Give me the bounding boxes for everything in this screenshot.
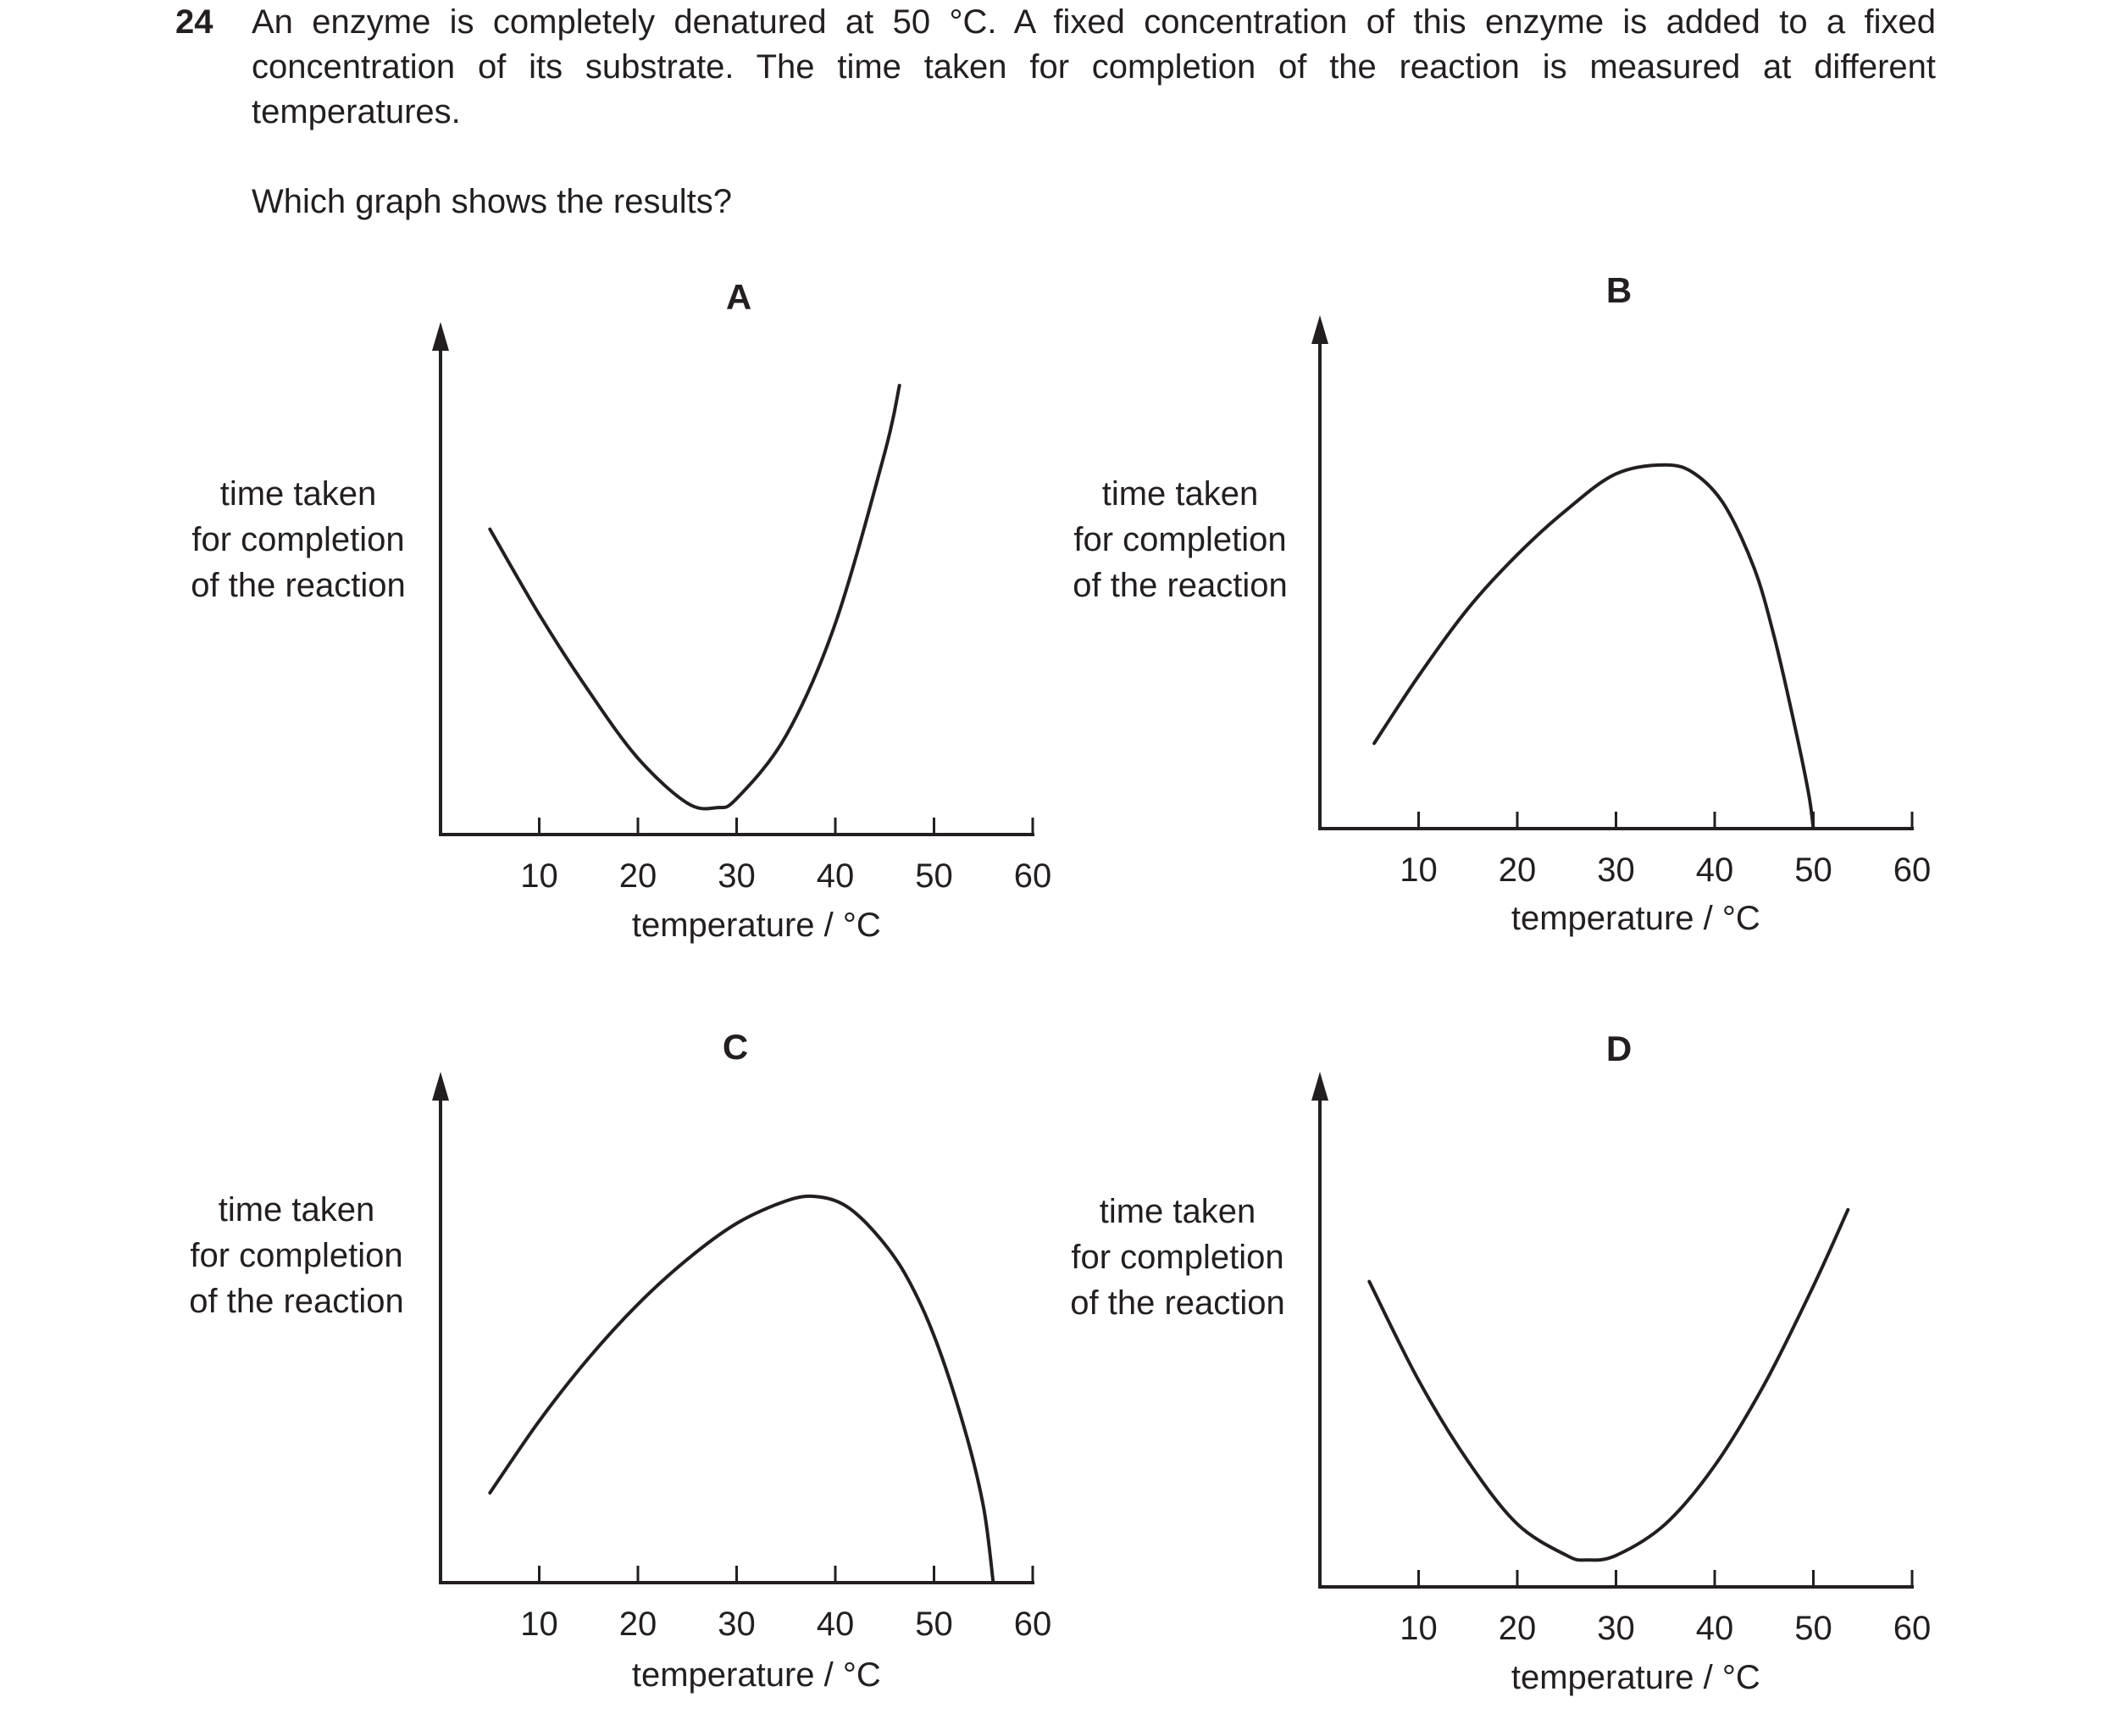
series-line [1372, 463, 1816, 830]
x-tick-label: 50 [915, 857, 953, 895]
chart-title: B [1606, 270, 1632, 310]
x-tick-label: 60 [1014, 1606, 1052, 1643]
x-tick-label: 60 [1014, 857, 1052, 895]
x-tick-label: 60 [1893, 851, 1932, 889]
y-axis-label: time taken for completion of the reaction [1070, 1193, 1285, 1322]
x-axis-label: temperature / °C [1511, 900, 1760, 937]
x-tick-label: 50 [1794, 1610, 1832, 1647]
chart-c: C 10 20 30 40 50 60 temperature / °C time taken f… [189, 1027, 1051, 1694]
series-line [488, 384, 901, 811]
y-axis-label: time taken for completion of the reaction [189, 1191, 404, 1320]
x-tick-label: 30 [718, 857, 756, 895]
x-tick-label: 40 [1696, 1610, 1734, 1647]
x-axis-label: temperature / °C [632, 1656, 881, 1694]
x-tick-label: 20 [619, 1606, 657, 1643]
y-axis-arrow [1311, 1072, 1328, 1101]
y-axis-arrow [432, 1072, 449, 1101]
x-tick-label: 40 [817, 857, 855, 895]
x-tick-label: 20 [1499, 1610, 1537, 1647]
series-line [488, 1194, 995, 1584]
x-tick-label: 10 [1400, 1610, 1438, 1647]
x-tick-label: 10 [520, 1606, 558, 1643]
x-tick-label: 30 [1597, 851, 1635, 889]
chart-b: B 10 20 30 40 50 60 temperature / °C time taken f… [1073, 270, 1931, 937]
chart-d: D 10 20 30 40 50 60 temperature / °C time taken f… [1070, 1029, 1931, 1696]
y-axis-label: time taken for completion of the reaction [191, 475, 406, 604]
y-axis-arrow [1311, 315, 1328, 344]
x-tick-label: 10 [1400, 851, 1438, 889]
x-tick-label: 10 [520, 857, 558, 895]
chart-a: A 10 20 30 40 50 60 temperature / °C time taken f… [191, 277, 1051, 944]
x-tick-label: 30 [1597, 1610, 1635, 1647]
x-tick-label: 20 [619, 857, 657, 895]
x-tick-label: 60 [1893, 1610, 1932, 1647]
series-line [1367, 1207, 1850, 1562]
y-axis-label: time taken for completion of the reaction [1073, 475, 1288, 604]
x-tick-label: 50 [915, 1606, 953, 1643]
question-number: 24 [175, 3, 213, 41]
x-tick-label: 40 [1696, 851, 1734, 889]
x-tick-label: 50 [1794, 851, 1832, 889]
x-tick-label: 30 [718, 1606, 756, 1643]
x-tick-label: 40 [817, 1606, 855, 1643]
y-axis-arrow [432, 322, 449, 351]
chart-title: A [726, 277, 751, 317]
question-text: An enzyme is completely denatured at 50 … [252, 3, 1936, 130]
chart-title: C [723, 1027, 748, 1067]
x-tick-label: 20 [1499, 851, 1537, 889]
chart-title: D [1606, 1029, 1632, 1068]
x-axis-label: temperature / °C [1511, 1659, 1760, 1696]
x-axis-label: temperature / °C [632, 907, 881, 944]
question-prompt: Which graph shows the results? [252, 183, 732, 220]
